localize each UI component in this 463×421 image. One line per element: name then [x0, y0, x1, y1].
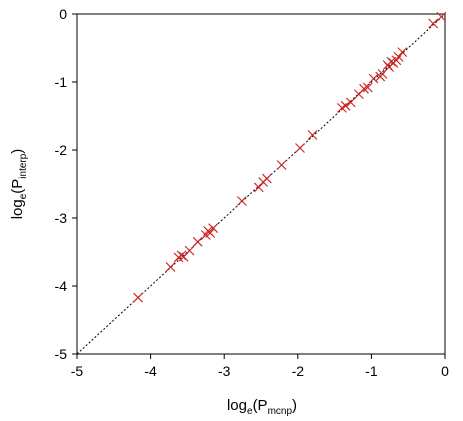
data-point-stroke-b: [133, 292, 143, 303]
data-point-stroke-b: [428, 18, 439, 29]
data-point-stroke-b: [359, 83, 369, 94]
x-tick-label: -1: [365, 363, 378, 379]
data-point-stroke-b: [436, 11, 447, 22]
x-tick-label: -5: [71, 363, 84, 379]
data-point: [359, 83, 369, 94]
plot-area: [76, 13, 446, 355]
data-point-stroke-b: [165, 262, 176, 272]
data-markers: [133, 11, 447, 303]
data-point: [276, 160, 287, 170]
data-point-stroke-b: [368, 73, 379, 84]
data-point: [236, 196, 247, 206]
data-point: [307, 130, 318, 140]
data-point-stroke-b: [208, 223, 219, 234]
data-point: [345, 97, 356, 108]
x-tick-label: 0: [441, 363, 449, 379]
plot-border: [76, 13, 446, 355]
data-point-stroke-b: [176, 250, 187, 261]
data-point: [176, 250, 187, 261]
x-axis: -5 -4 -3 -2 -1 0: [71, 354, 449, 379]
data-point-stroke-b: [236, 196, 247, 206]
data-point: [208, 223, 219, 234]
reference-line: [76, 13, 446, 355]
data-point: [428, 18, 439, 29]
data-point-stroke-b: [345, 97, 356, 108]
y-tick-label: -5: [55, 346, 68, 362]
y-axis-title: loge(Pinterp): [9, 149, 29, 220]
data-point-stroke-b: [340, 100, 351, 111]
data-point: [253, 182, 264, 193]
data-point-stroke-b: [205, 228, 216, 238]
data-point: [184, 245, 195, 256]
data-point-stroke-b: [192, 236, 203, 247]
data-point-stroke-b: [261, 173, 272, 184]
data-point-stroke-b: [253, 182, 264, 193]
y-tick-label: 0: [59, 6, 67, 22]
data-point-stroke-b: [184, 245, 195, 256]
data-point-stroke-b: [276, 160, 287, 170]
data-point: [436, 11, 447, 22]
data-point: [295, 143, 305, 153]
data-point: [192, 236, 203, 247]
data-point: [261, 173, 272, 184]
data-point-stroke-b: [307, 130, 318, 140]
data-point: [165, 262, 176, 272]
data-point-stroke-b: [397, 47, 408, 57]
data-point-stroke-b: [362, 82, 373, 93]
x-tick-label: -4: [144, 363, 157, 379]
y-tick-label: -4: [55, 278, 68, 294]
data-point: [368, 73, 379, 84]
data-point: [205, 228, 216, 238]
data-point: [397, 47, 408, 57]
data-point: [362, 82, 373, 93]
y-tick-label: -1: [55, 74, 68, 90]
data-point: [133, 292, 143, 303]
x-tick-label: -2: [292, 363, 305, 379]
data-point-stroke-b: [295, 143, 305, 153]
y-tick-label: -3: [55, 210, 68, 226]
y-axis: -5 -4 -3 -2 -1 0: [55, 6, 77, 362]
data-point: [393, 51, 404, 62]
x-tick-label: -3: [218, 363, 231, 379]
reference-line-layer: [76, 13, 446, 355]
x-axis-title: loge(Pmcnp): [227, 397, 297, 417]
data-point-stroke-b: [393, 51, 404, 62]
data-point: [340, 100, 351, 111]
y-tick-label: -2: [55, 142, 68, 158]
